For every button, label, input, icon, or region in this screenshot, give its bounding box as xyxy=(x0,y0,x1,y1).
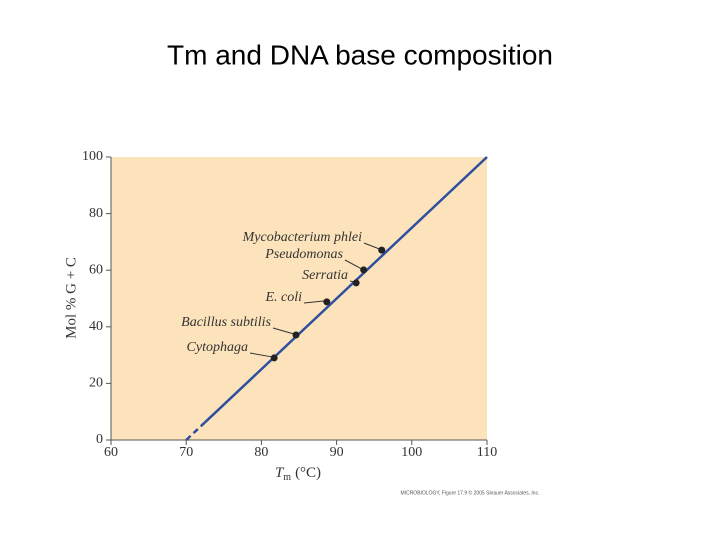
y-tick-label: 20 xyxy=(89,376,103,391)
y-tick-label: 40 xyxy=(89,319,103,334)
x-tick-label: 90 xyxy=(330,445,344,460)
point-label: E. coli xyxy=(264,290,302,305)
x-tick-label: 110 xyxy=(477,445,497,460)
point-label: Bacillus subtilis xyxy=(181,315,271,330)
x-label-subscript: m xyxy=(283,472,291,483)
x-tick-label: 100 xyxy=(401,445,422,460)
x-axis-label: Tm (°C) xyxy=(275,465,321,483)
plot-area xyxy=(111,157,487,440)
leader-line xyxy=(249,352,273,358)
title: Tm and DNA base composition xyxy=(167,39,553,70)
x-tick-label: 70 xyxy=(179,445,193,460)
leader-line xyxy=(303,300,325,304)
x-tick-label: 60 xyxy=(104,445,118,460)
point-label: Serratia xyxy=(302,268,348,283)
fit-line-dashed xyxy=(185,421,206,441)
y-tick-label: 80 xyxy=(89,206,103,221)
point-label: Mycobacterium phlei xyxy=(242,230,362,245)
data-point xyxy=(352,279,360,287)
point-label: Cytophaga xyxy=(187,340,248,355)
x-label-unit: (°C) xyxy=(295,465,321,481)
point-label: Pseudomonas xyxy=(264,247,343,262)
fit-line-solid xyxy=(204,156,488,424)
leader-line xyxy=(272,327,295,335)
y-tick-label: 100 xyxy=(82,149,103,164)
credit: MICROBIOLOGY, Figure 17.9 © 2005 Sinauer… xyxy=(401,489,540,496)
leader-line xyxy=(344,259,362,270)
leader-line xyxy=(363,242,380,250)
y-tick-label: 60 xyxy=(89,262,103,277)
data-point xyxy=(360,266,368,274)
y-tick-label: 0 xyxy=(96,432,103,447)
data-point xyxy=(323,298,331,306)
data-point xyxy=(270,354,278,362)
x-label-symbol: T xyxy=(275,465,285,481)
data-point xyxy=(378,246,386,254)
data-point xyxy=(292,331,300,339)
x-tick-label: 80 xyxy=(254,445,268,460)
y-axis-label: Mol % G + C xyxy=(63,257,79,339)
